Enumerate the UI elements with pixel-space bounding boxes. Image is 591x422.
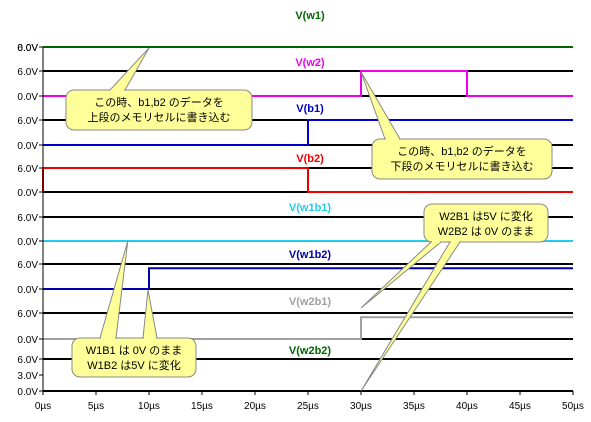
x-tick-label: 45µs: [509, 401, 531, 412]
trace-panel-vw1b2: 6.0V 0.0V V(w1b2): [17, 249, 573, 296]
y-tick-label: 0.0V: [17, 43, 38, 54]
y-tick-label: 0.0V: [17, 92, 38, 103]
x-tick-label: 5µs: [88, 401, 104, 412]
callout-pointer: [360, 71, 401, 140]
x-tick-label: 10µs: [138, 401, 160, 412]
x-tick-label: 35µs: [403, 401, 425, 412]
trace-line-vw1b2: [43, 267, 573, 290]
callout-box: [371, 138, 553, 180]
callout-text-line: 上段のメモリセルに書き込む: [88, 110, 231, 124]
callout-box: [71, 337, 197, 378]
trace-title: V(w1): [295, 10, 325, 22]
y-tick-label: 0.0V: [17, 387, 38, 398]
callout-text-line: W1B1 は 0V のまま: [86, 344, 183, 357]
trace-title: V(w2b1): [289, 296, 332, 308]
y-tick-label: 6.0V: [17, 355, 38, 366]
x-tick-label: 15µs: [191, 401, 213, 412]
x-tick-label: 20µs: [244, 401, 266, 412]
y-tick-label: 0.0V: [17, 141, 38, 152]
callout-text-line: 下段のメモリセルに書き込む: [391, 159, 534, 173]
trace-title: V(w2): [295, 57, 325, 69]
y-tick-label: 6.0V: [17, 309, 38, 320]
y-tick-label: 0.0V: [17, 237, 38, 248]
x-axis: 0µs 5µs 10µs 15µs 20µs 25µs 30µs 35µs 40µs 45µs 50…: [35, 390, 584, 412]
callout-pointer: [360, 241, 443, 309]
y-tick-label: 6.0V: [17, 260, 38, 271]
y-tick-label: 0.0V: [17, 188, 38, 199]
trace-title: V(b1): [296, 103, 324, 115]
callout-text-line: W2B2 は 0V のまま: [438, 225, 535, 238]
trace-panel-vw2b1: 6.0V 0.0V V(w2b1): [17, 296, 573, 346]
callout-text-line: この時、b1,b2 のデータを: [397, 144, 527, 158]
trace-title: V(w2b2): [289, 345, 332, 357]
x-tick-label: 50µs: [562, 401, 584, 412]
callout-text-line: W2B1 は5V に変化: [439, 209, 533, 223]
x-tick-label: 40µs: [456, 401, 478, 412]
callout-text-line: この時、b1,b2 のデータを: [94, 95, 224, 109]
callout-pointer: [108, 47, 150, 91]
trace-panel-vw1: 6.0V0.0V V(w1): [17, 10, 573, 54]
x-tick-label: 0µs: [35, 401, 51, 412]
trace-line-vw2: [43, 70, 573, 97]
y-tick-label: 6.0V: [17, 67, 38, 78]
trace-line-vb1: [43, 119, 573, 146]
trace-title: V(b2): [296, 153, 324, 165]
y-tick-label: 0.0V: [17, 335, 38, 346]
y-tick-label: 6.0V: [17, 116, 38, 127]
x-tick-label: 25µs: [297, 401, 319, 412]
trace-title: V(w1b1): [289, 202, 332, 214]
callout-3: W2B1 は5V に変化 W2B2 は 0V のまま: [360, 203, 549, 392]
y-tick-label: 6.0V: [17, 43, 38, 54]
callout-text-line: W1B2 は5V に変化: [87, 358, 181, 372]
trace-line-vw2b1: [43, 316, 573, 340]
y-tick-label: 6.0V: [17, 213, 38, 224]
callout-box: [65, 89, 253, 131]
y-tick-label: 6.0V: [17, 164, 38, 175]
x-tick-label: 30µs: [350, 401, 372, 412]
y-tick-label: 3.0V: [17, 371, 38, 382]
callout-box: [423, 203, 549, 243]
trace-title: V(w1b2): [289, 249, 332, 261]
y-tick-label: 0.0V: [17, 285, 38, 296]
